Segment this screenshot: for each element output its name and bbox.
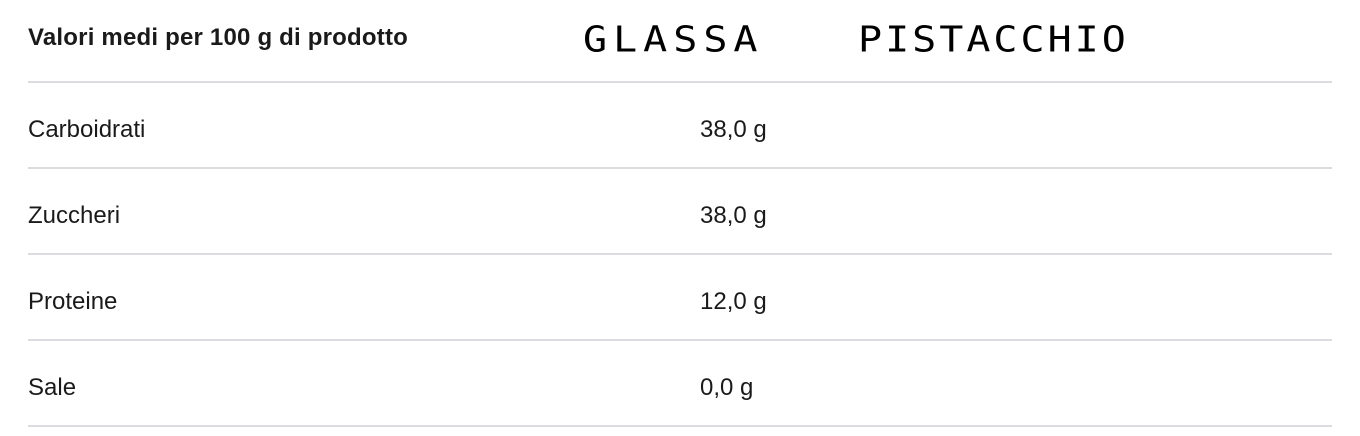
table-row: Carboidrati 38,0 g xyxy=(28,84,1332,168)
header-label: Valori medi per 100 g di prodotto xyxy=(28,24,408,51)
divider xyxy=(28,339,1332,341)
nutrient-name: Zuccheri xyxy=(28,202,121,229)
nutrient-value: 38,0 g xyxy=(700,116,767,143)
table-row: Zuccheri 38,0 g xyxy=(28,170,1332,254)
nutrient-name: Proteine xyxy=(28,288,118,315)
divider xyxy=(28,253,1332,255)
nutrient-value: 38,0 g xyxy=(700,202,767,229)
divider xyxy=(28,167,1332,169)
handwritten-product-word-2: PISTACCHIO xyxy=(858,19,1129,61)
table-row: Sale 0,0 g xyxy=(28,342,1332,426)
nutrient-name: Sale xyxy=(28,374,77,401)
divider xyxy=(28,81,1332,83)
table-header: Valori medi per 100 g di prodotto GLASSA… xyxy=(28,0,1332,82)
table-row: Proteine 12,0 g xyxy=(28,256,1332,340)
nutrient-value: 12,0 g xyxy=(700,288,767,315)
divider xyxy=(28,425,1332,427)
handwritten-product-word-1: GLASSA xyxy=(583,19,764,61)
nutrient-name: Carboidrati xyxy=(28,116,146,143)
nutrient-value: 0,0 g xyxy=(700,374,754,401)
